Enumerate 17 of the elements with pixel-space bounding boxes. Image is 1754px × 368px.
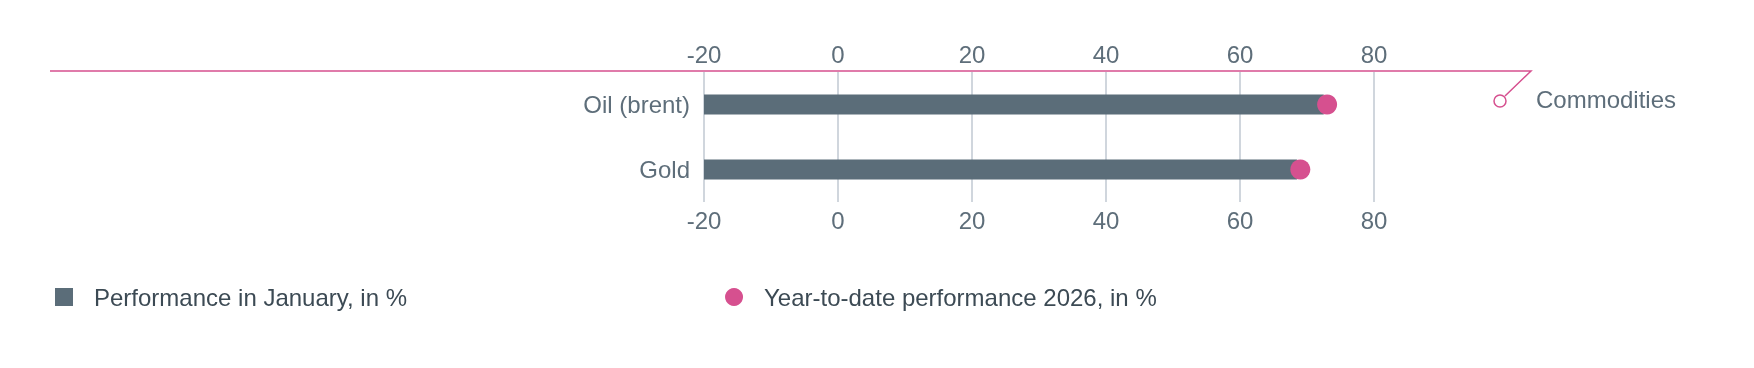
x-tick-label: -20 (686, 206, 722, 234)
y-tick-label: Gold (639, 156, 690, 183)
text: Commodities (1536, 85, 1677, 113)
x-tick-label: 80 (1360, 206, 1388, 234)
legend-label: Performance in January, in % (94, 283, 408, 311)
x2-tick-label: 40 (1092, 40, 1120, 68)
x-tick-label: 0 (831, 206, 845, 234)
legend-label: Year-to-date performance 2026, in % (764, 283, 1157, 311)
x-tick-label: 60 (1226, 206, 1254, 234)
x2-tick-label: -20 (686, 40, 722, 68)
x2-tick-label: 0 (831, 40, 845, 68)
x-tick-label: 40 (1092, 206, 1120, 234)
y-tick-label: Oil (brent) (583, 91, 690, 118)
x2-tick-label: 80 (1360, 40, 1388, 68)
x2-tick-label: 20 (958, 40, 986, 68)
x2-tick-label: 60 (1226, 40, 1254, 68)
x-tick-label: 20 (958, 206, 986, 234)
